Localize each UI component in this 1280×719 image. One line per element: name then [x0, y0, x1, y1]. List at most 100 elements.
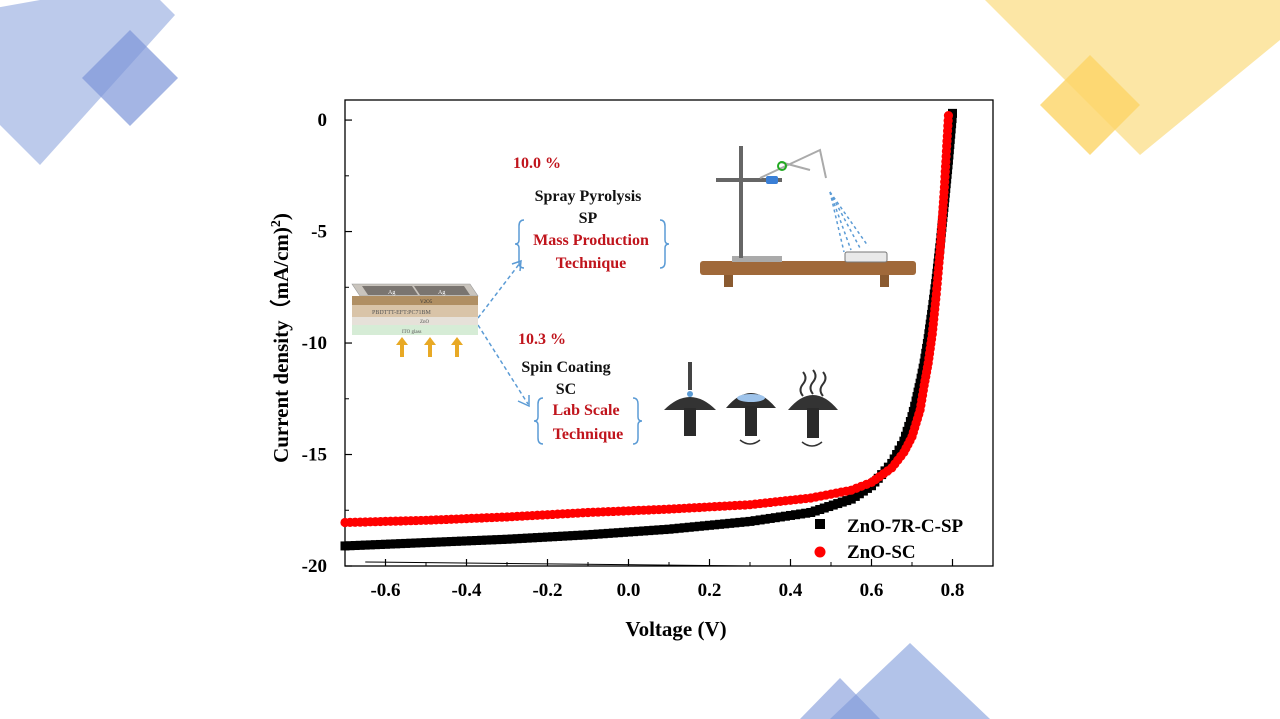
data-point-zno-7r-c-sp — [527, 533, 537, 543]
data-point-zno-7r-c-sp — [512, 534, 522, 544]
device-stack-illustration: Ag Ag V2O5 PBDTTT-EFT:PC71BM ZnO ITO gla… — [351, 283, 479, 357]
x-tick-label: -0.2 — [532, 580, 562, 601]
x-axis-title: Voltage (V) — [625, 617, 726, 641]
x-tick-label: 0.0 — [617, 580, 641, 601]
data-point-zno-7r-c-sp — [340, 541, 350, 551]
data-point-zno-7r-c-sp — [558, 531, 568, 541]
x-tick-label: 0.8 — [941, 580, 965, 601]
data-point-zno-7r-c-sp — [624, 527, 633, 537]
data-point-zno-7r-c-sp — [740, 517, 750, 527]
data-point-zno-7r-c-sp — [487, 535, 497, 545]
data-point-zno-7r-c-sp — [765, 513, 775, 523]
data-point-zno-7r-c-sp — [451, 536, 461, 546]
data-point-zno-7r-c-sp — [907, 412, 917, 422]
inset-annotations: 10.0 % Spray Pyrolysis SP Mass Productio… — [351, 146, 916, 447]
data-point-zno-7r-c-sp — [548, 532, 558, 542]
y-axis-title: Current density（mA/cm)2) — [269, 213, 293, 463]
data-point-zno-7r-c-sp — [598, 529, 608, 539]
data-point-zno-7r-c-sp — [629, 527, 639, 537]
decor-top-left — [0, 0, 178, 165]
data-point-zno-7r-c-sp — [522, 533, 532, 543]
x-tick-label: -0.6 — [370, 580, 400, 601]
data-point-zno-7r-c-sp — [436, 537, 446, 547]
device-label-v2o5: V2O5 — [420, 300, 433, 305]
data-point-zno-7r-c-sp — [406, 538, 416, 548]
sc-bracket-left — [533, 397, 544, 445]
data-point-zno-7r-c-sp — [664, 524, 674, 534]
data-point-zno-7r-c-sp — [482, 535, 492, 545]
data-point-zno-7r-c-sp — [350, 541, 360, 551]
data-point-zno-7r-c-sp — [730, 518, 740, 528]
data-point-zno-7r-c-sp — [375, 539, 385, 549]
x-tick-label: 0.4 — [779, 580, 803, 601]
data-point-zno-7r-c-sp — [674, 523, 684, 533]
data-point-zno-7r-c-sp — [381, 539, 390, 549]
x-tick-label: 0.6 — [860, 580, 884, 601]
data-point-zno-7r-c-sp — [431, 537, 441, 547]
data-point-zno-7r-c-sp — [750, 516, 760, 526]
data-point-zno-7r-c-sp — [902, 426, 912, 436]
data-point-zno-7r-c-sp — [705, 520, 714, 530]
sc-abbr-label: SC — [556, 381, 576, 398]
y-tick-label: 0 — [318, 110, 328, 131]
sc-desc-line1: Lab Scale — [552, 402, 619, 419]
x-tick-label: 0.2 — [698, 580, 722, 601]
sp-efficiency-label: 10.0 % — [513, 155, 561, 172]
legend-label-zno-sc: ZnO-SC — [847, 542, 916, 563]
data-point-zno-7r-c-sp — [365, 540, 375, 550]
sp-desc-line2: Technique — [556, 255, 627, 272]
spin-coating-illustration — [664, 362, 838, 447]
data-point-zno-7r-c-sp — [583, 530, 593, 540]
jv-chart: -0.6 -0.4 -0.2 0.0 0.2 0.4 0.6 0.8 0 -5 -10 -15 -20… — [269, 99, 994, 641]
data-point-zno-7r-c-sp — [370, 540, 380, 550]
data-point-zno-7r-c-sp — [573, 530, 583, 540]
data-point-zno-7r-c-sp — [694, 521, 704, 531]
data-point-zno-7r-c-sp — [543, 532, 552, 542]
device-label-ag-1: Ag — [388, 290, 395, 296]
data-point-zno-7r-c-sp — [386, 539, 396, 549]
data-point-zno-7r-c-sp — [639, 526, 649, 536]
data-point-zno-7r-c-sp — [355, 540, 365, 550]
x-axis-ticks: -0.6 -0.4 -0.2 0.0 0.2 0.4 0.6 0.8 — [365, 559, 964, 601]
data-point-zno-7r-c-sp — [360, 540, 370, 550]
x-minor-tick — [365, 561, 751, 567]
data-point-zno-7r-c-sp — [618, 527, 628, 537]
sp-desc-line1: Mass Production — [533, 232, 649, 249]
data-point-zno-7r-c-sp — [715, 519, 725, 529]
legend-label-zno-7r-c-sp: ZnO-7R-C-SP — [847, 516, 964, 537]
y-axis-ticks: 0 -5 -10 -15 -20 — [302, 110, 352, 577]
spray-pyrolysis-setup-illustration — [700, 146, 916, 287]
y-tick-label: -5 — [311, 222, 327, 243]
data-point-zno-7r-c-sp — [426, 537, 436, 547]
data-point-zno-7r-c-sp — [649, 525, 659, 535]
data-point-zno-sc — [943, 111, 954, 121]
data-point-zno-7r-c-sp — [644, 526, 654, 536]
data-point-zno-7r-c-sp — [456, 536, 466, 546]
data-point-zno-7r-c-sp — [699, 521, 709, 531]
decor-bottom-right — [800, 643, 990, 719]
arrow-head-sp — [511, 259, 522, 272]
sc-efficiency-label: 10.3 % — [518, 331, 566, 348]
series-zno-sc — [340, 111, 954, 528]
y-tick-label: -20 — [302, 556, 327, 577]
data-point-zno-7r-c-sp — [780, 511, 790, 521]
data-point-zno-7r-c-sp — [507, 534, 517, 544]
data-point-zno-7r-c-sp — [791, 510, 801, 520]
data-point-zno-7r-c-sp — [654, 525, 664, 535]
data-point-zno-7r-c-sp — [775, 512, 785, 522]
data-point-zno-7r-c-sp — [537, 532, 547, 542]
data-point-zno-7r-c-sp — [477, 535, 487, 545]
data-point-zno-7r-c-sp — [462, 536, 471, 546]
data-point-zno-7r-c-sp — [578, 530, 588, 540]
data-point-zno-7r-c-sp — [467, 536, 477, 546]
legend-marker-zno-sc — [814, 546, 826, 558]
data-point-zno-7r-c-sp — [593, 529, 603, 539]
arrow-to-sp — [477, 262, 521, 319]
data-point-zno-7r-c-sp — [786, 510, 795, 520]
sc-bracket-right — [632, 397, 643, 445]
data-point-zno-7r-c-sp — [613, 528, 623, 538]
y-tick-label: -15 — [302, 445, 327, 466]
data-point-zno-7r-c-sp — [411, 538, 421, 548]
data-point-zno-7r-c-sp — [634, 526, 644, 536]
